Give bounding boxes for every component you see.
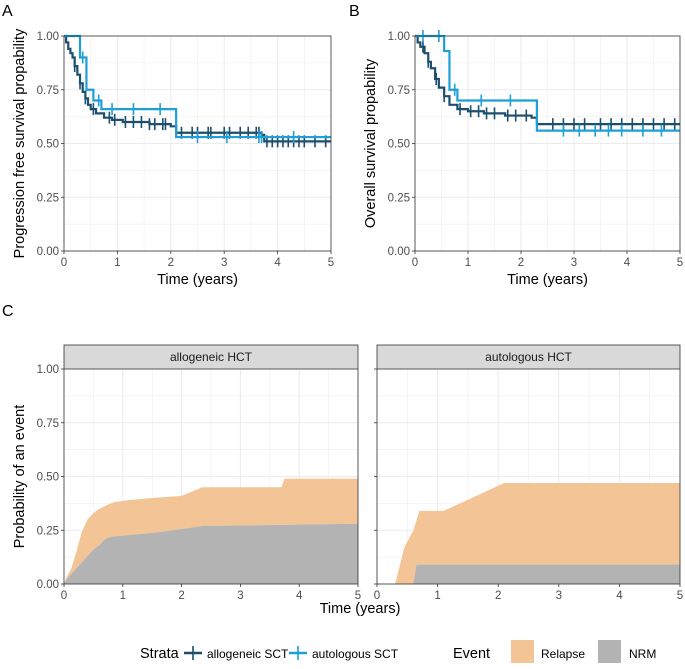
ci-facet-1-strip xyxy=(376,344,681,370)
ci-facet-1-x-tick-label: 4 xyxy=(616,590,623,602)
legend-event-label: Relapse xyxy=(541,647,585,661)
legend-strata-label: autologous SCT xyxy=(312,647,399,661)
ci-facet-0-y-tick-label: 1.00 xyxy=(37,364,59,376)
ci-facet-1-strip-label: autologous HCT xyxy=(485,350,572,364)
ci-facet-1-x-tick-label: 5 xyxy=(677,590,683,602)
km-a-y-axis-title: Progression free survival propability xyxy=(12,28,28,258)
ci-facet-0-nrm-area xyxy=(64,523,358,584)
ci-facet-1-relapse-area xyxy=(395,482,680,584)
km-b-y-tick-label: 0.00 xyxy=(388,246,410,258)
km-a-x-tick-label: 1 xyxy=(114,257,120,269)
km-b-x-tick-label: 2 xyxy=(518,257,524,269)
ci-facet-0-x-tick-label: 2 xyxy=(178,590,184,602)
km-b-x-tick-label: 5 xyxy=(677,257,683,269)
km-b-x-tick-label: 3 xyxy=(571,257,577,269)
ci-facet-0-x-tick-label: 4 xyxy=(296,590,303,602)
ci-facet-0-x-tick-label: 3 xyxy=(237,590,243,602)
ci-facet-0-x-tick-label: 5 xyxy=(355,590,361,602)
ci-facet-0-relapse-area xyxy=(64,478,358,584)
ci-facet-1-x-tick-label: 3 xyxy=(556,590,562,602)
km-a-y-tick-label: 0.00 xyxy=(37,246,59,258)
ci-facet-0-y-tick-label: 0.50 xyxy=(37,472,59,484)
ci-facet-0-y-tick-label: 0.75 xyxy=(37,418,59,430)
km-b-x-tick-label: 0 xyxy=(412,257,418,269)
km-b-y-tick-label: 0.50 xyxy=(388,139,410,151)
km-b-x-tick-label: 1 xyxy=(465,257,471,269)
ci-y-axis-title: Probability of an event xyxy=(12,405,28,548)
km-b-panel-label: B xyxy=(349,3,360,20)
km-a-series-line-0 xyxy=(64,34,331,143)
km-b-series-line-1 xyxy=(415,34,680,132)
km-a-y-tick-label: 1.00 xyxy=(37,31,59,43)
ci-facet-0-strip xyxy=(63,344,359,370)
km-a-x-tick-label: 0 xyxy=(61,257,67,269)
ci-facet-1-nrm-area xyxy=(395,564,680,584)
legend-strata-title: Strata xyxy=(140,646,180,662)
km-a-x-tick-label: 5 xyxy=(328,257,334,269)
km-a-y-tick-label: 0.25 xyxy=(37,192,59,204)
ci-facet-0-y-tick-label: 0.00 xyxy=(37,579,59,591)
km-a-y-tick-label: 0.75 xyxy=(37,85,59,97)
km-b-x-axis-title: Time (years) xyxy=(507,272,588,288)
legend-event-title: Event xyxy=(453,646,490,662)
legend-relapse-swatch xyxy=(511,640,534,663)
km-b-y-tick-label: 0.25 xyxy=(388,192,410,204)
ci-facet-0-x-tick-label: 0 xyxy=(61,590,67,602)
km-a-panel-label: A xyxy=(2,3,13,20)
km-a-y-tick-label: 0.50 xyxy=(37,139,59,151)
km-b-y-tick-label: 1.00 xyxy=(388,31,410,43)
km-b-y-tick-label: 0.75 xyxy=(388,85,410,97)
legend-nrm-swatch xyxy=(598,640,621,663)
km-a-x-axis-title: Time (years) xyxy=(157,272,238,288)
legend-strata-label: allogeneic SCT xyxy=(207,647,289,661)
ci-facet-1-x-tick-label: 1 xyxy=(434,590,440,602)
legend-event-label: NRM xyxy=(629,647,656,661)
ci-facet-1-x-tick-label: 2 xyxy=(495,590,501,602)
ci-facet-0-y-tick-label: 0.25 xyxy=(37,525,59,537)
ci-facet-0-x-tick-label: 1 xyxy=(120,590,126,602)
km-a-series-line-1 xyxy=(64,34,331,139)
ci-facet-0-strip-label: allogeneic HCT xyxy=(170,350,253,364)
km-b-x-tick-label: 4 xyxy=(624,257,631,269)
ci-x-axis-title: Time (years) xyxy=(320,601,401,617)
km-a-x-tick-label: 4 xyxy=(274,257,281,269)
km-b-y-axis-title: Overall survival propability xyxy=(363,58,379,228)
km-a-x-tick-label: 3 xyxy=(221,257,227,269)
km-a-x-tick-label: 2 xyxy=(168,257,174,269)
ci-facet-1-x-tick-label: 0 xyxy=(374,590,380,602)
ci-panel-label: C xyxy=(2,303,14,320)
